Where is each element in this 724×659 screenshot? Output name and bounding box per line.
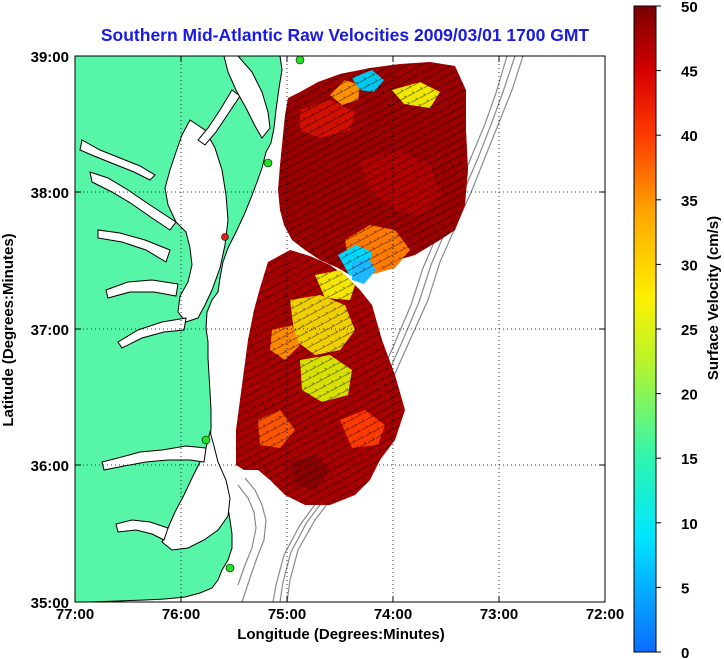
colorbar-tick-label: 10 [681, 516, 698, 533]
colorbar-tick-label: 20 [681, 387, 698, 404]
x-tick-marks [74, 56, 606, 602]
colorbar-gradient [633, 5, 657, 653]
colorbar-tick-label: 5 [681, 580, 689, 597]
y-tick-marks [75, 191, 605, 466]
velocity-field [236, 62, 468, 505]
y-tick-label: 38:00 [31, 185, 69, 202]
y-tick-label: 35:00 [31, 595, 69, 612]
radar-stations [201, 56, 305, 573]
pamlico-sound [161, 430, 231, 551]
colorbar-tick-labels: 50 45 40 35 30 25 20 15 10 5 0 [681, 0, 698, 659]
x-axis-label: Longitude (Degrees:Minutes) [237, 626, 445, 643]
y-tick-label: 39:00 [31, 49, 69, 66]
colorbar-label: Surface Velocity (cm/s) [705, 216, 722, 380]
station-marker-5[interactable] [225, 563, 235, 573]
y-tick-label: 37:00 [31, 322, 69, 339]
colorbar-tick-label: 25 [681, 322, 698, 339]
grid-lines [75, 56, 605, 602]
colorbar-tick-label: 35 [681, 193, 698, 210]
bays-and-rivers [79, 89, 241, 349]
colorbar-tick-label: 40 [681, 128, 698, 145]
bathymetry-contours [237, 56, 524, 602]
station-marker-2[interactable] [263, 158, 273, 168]
station-marker-4[interactable] [201, 435, 211, 445]
chesapeake-bay [164, 119, 229, 323]
y-tick-label: 36:00 [31, 458, 69, 475]
colorbar-tick-label: 50 [681, 0, 698, 16]
x-tick-label: 75:00 [268, 606, 306, 623]
x-tick-labels: 77:00 76:00 75:00 74:00 73:00 72:00 [56, 606, 624, 623]
station-marker-1[interactable] [295, 56, 305, 65]
x-tick-label: 76:00 [162, 606, 200, 623]
y-axis-label: Latitude (Degrees:Minutes) [0, 233, 17, 426]
x-tick-label: 72:00 [586, 606, 624, 623]
station-marker-3[interactable] [221, 233, 229, 241]
colorbar-tick-label: 30 [681, 257, 698, 274]
x-tick-label: 77:00 [56, 606, 94, 623]
chart-title: Southern Mid-Atlantic Raw Velocities 200… [101, 25, 590, 45]
colorbar-tick-label: 0 [681, 645, 689, 659]
x-tick-label: 74:00 [374, 606, 412, 623]
delaware-bay [223, 56, 271, 139]
colorbar-tick-label: 45 [681, 64, 698, 81]
colorbar-tick-label: 15 [681, 451, 698, 468]
plot-area [75, 56, 605, 602]
colorbar: 50 45 40 35 30 25 20 15 10 5 0 Surface V… [633, 0, 722, 659]
colorbar-ticks [656, 5, 661, 653]
y-tick-labels: 39:00 38:00 37:00 36:00 35:00 [31, 49, 69, 612]
x-tick-label: 73:00 [480, 606, 518, 623]
